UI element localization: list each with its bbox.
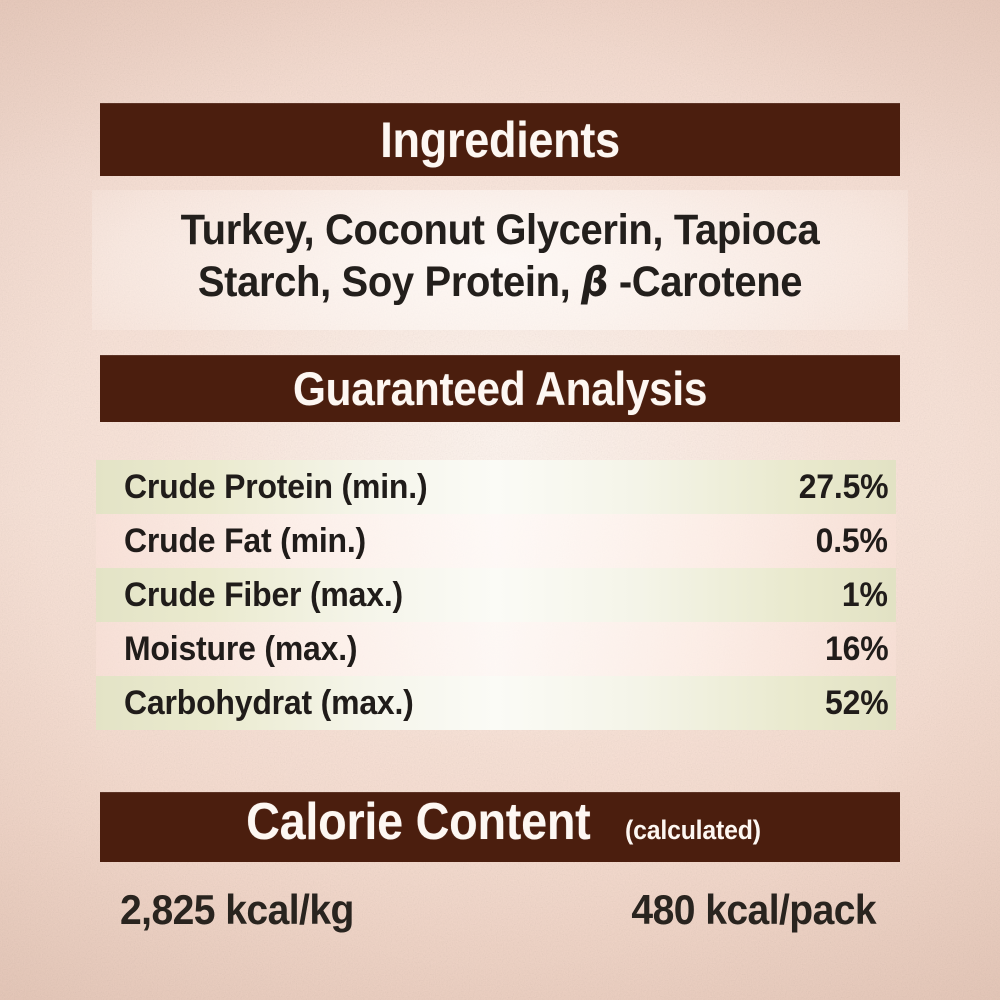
- calorie-content-header-text: Calorie Content: [245, 793, 591, 851]
- ingredients-line-2: Starch, Soy Protein, β -Carotene: [128, 256, 872, 308]
- calorie-content-section-header: Calorie Content (calculated): [100, 792, 900, 862]
- ingredients-line-2-prefix: Starch, Soy Protein,: [197, 258, 582, 306]
- table-row: Crude Protein (min.) 27.5%: [96, 460, 900, 514]
- calorie-values-row: 2,825 kcal/kg 480 kcal/pack: [100, 886, 900, 934]
- ingredients-header-text: Ingredients: [380, 111, 620, 168]
- ingredients-highlight-wash: [92, 190, 908, 330]
- table-row: Moisture (max.) 16%: [96, 622, 900, 676]
- ingredients-list: Turkey, Coconut Glycerin, Tapioca Starch…: [100, 204, 900, 308]
- nutrient-label: Crude Fiber (max.): [124, 575, 403, 614]
- ingredients-line-1: Turkey, Coconut Glycerin, Tapioca: [180, 206, 820, 254]
- beta-symbol: β: [581, 258, 609, 306]
- nutrient-value: 16%: [824, 629, 889, 668]
- table-row: Crude Fiber (max.) 1%: [96, 568, 900, 622]
- table-row: Crude Fat (min.) 0.5%: [96, 514, 900, 568]
- nutrient-value: 27.5%: [798, 467, 888, 506]
- nutrient-value: 0.5%: [815, 521, 888, 560]
- nutrient-label: Crude Protein (min.): [124, 467, 428, 506]
- table-row: Carbohydrat (max.) 52%: [96, 676, 900, 730]
- nutrient-value: 1%: [842, 575, 888, 614]
- guaranteed-analysis-table: Crude Protein (min.) 27.5% Crude Fat (mi…: [96, 460, 900, 730]
- calories-per-kg: 2,825 kcal/kg: [120, 886, 354, 933]
- nutrient-label: Crude Fat (min.): [124, 521, 367, 560]
- calorie-content-header-note: (calculated): [625, 815, 762, 845]
- guaranteed-analysis-header-text: Guaranteed Analysis: [292, 362, 708, 415]
- guaranteed-analysis-section-header: Guaranteed Analysis: [100, 355, 900, 422]
- nutrient-value: 52%: [824, 683, 889, 722]
- ingredients-section-header: Ingredients: [100, 103, 900, 176]
- nutrition-label-panel: Ingredients Turkey, Coconut Glycerin, Ta…: [92, 0, 908, 1000]
- nutrient-label: Carbohydrat (max.): [124, 683, 414, 722]
- ingredients-line-2-suffix: -Carotene: [608, 258, 803, 306]
- nutrient-label: Moisture (max.): [124, 629, 358, 668]
- calories-per-pack: 480 kcal/pack: [631, 886, 876, 933]
